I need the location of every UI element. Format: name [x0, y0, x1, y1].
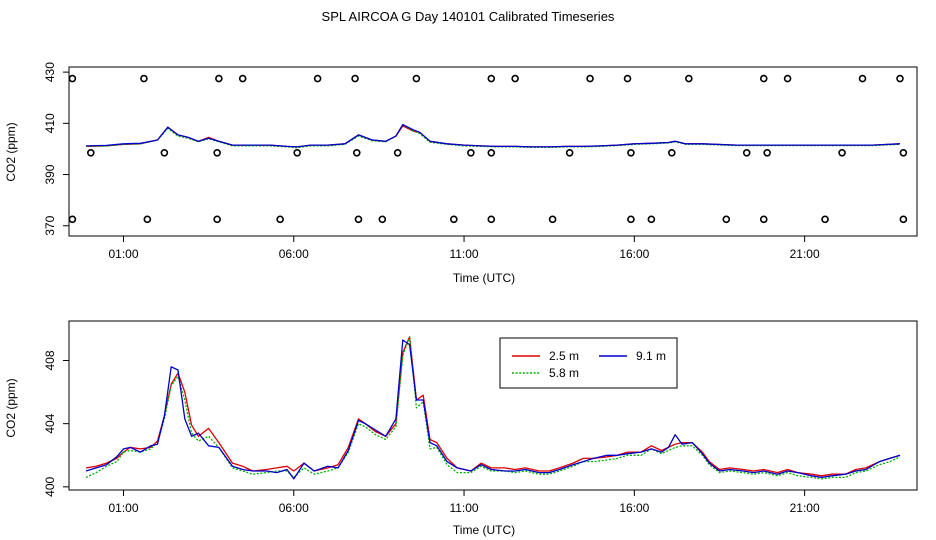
- panel-bottom-series: [85, 336, 901, 480]
- legend-box: [499, 337, 678, 389]
- panel-top-x-label: Time (UTC): [453, 271, 515, 285]
- data-point-circle: [467, 148, 475, 157]
- panel-bottom-x-label: Time (UTC): [453, 523, 515, 537]
- data-point-circle: [896, 74, 904, 83]
- series-line-5-8-m: [85, 336, 901, 480]
- data-point-circle: [213, 148, 221, 157]
- legend-label-5-8m: 5.8 m: [549, 366, 579, 380]
- data-point-circle: [685, 74, 693, 83]
- x-tick-label: 01:00: [108, 501, 138, 515]
- data-point-circle: [722, 215, 731, 224]
- data-point-circle: [899, 215, 908, 224]
- panel-top-x-axis: 01:00 06:00 11:00 16:00 21:00: [108, 236, 820, 261]
- x-tick-label: 06:00: [279, 247, 309, 261]
- data-point-circle: [450, 215, 458, 224]
- data-point-circle: [487, 215, 496, 224]
- data-point-circle: [565, 148, 574, 157]
- data-point-circle: [667, 148, 676, 157]
- data-point-circle: [276, 215, 284, 224]
- y-tick-label: 430: [43, 62, 57, 82]
- data-point-circle: [352, 148, 361, 157]
- series-line-2-5-m: [85, 336, 901, 477]
- data-point-circle: [627, 148, 635, 157]
- data-point-circle: [627, 215, 635, 224]
- panel-top-series: [85, 123, 901, 149]
- panel-top-frame: [68, 66, 918, 237]
- y-tick-label: 404: [43, 413, 57, 433]
- panel-top-y-label: CO2 (ppm): [4, 122, 18, 181]
- data-point-circle: [548, 215, 557, 224]
- y-tick-label: 408: [43, 350, 57, 370]
- data-point-circle: [586, 74, 594, 83]
- data-point-circle: [899, 148, 908, 157]
- x-tick-label: 16:00: [619, 501, 649, 515]
- data-point-circle: [68, 215, 77, 224]
- data-point-circle: [213, 215, 221, 224]
- data-point-circle: [351, 74, 359, 83]
- y-tick-label: 390: [43, 164, 57, 184]
- data-point-circle: [647, 215, 656, 224]
- panel-bottom-frame: [68, 320, 918, 491]
- panel-bottom: 01:00 06:00 11:00 16:00 21:00 400 404 408 Time…: [4, 320, 918, 537]
- data-point-circle: [215, 74, 223, 83]
- series-line-9-1-m: [85, 339, 901, 480]
- figure-title: SPL AIRCOA G Day 140101 Calibrated Times…: [321, 9, 615, 24]
- data-point-circle: [238, 74, 247, 83]
- legend: 2.5 m 5.8 m 9.1 m: [499, 337, 678, 389]
- data-point-circle: [143, 215, 152, 224]
- panel-bottom-y-axis: 400 404 408: [43, 350, 69, 497]
- legend-label-2-5m: 2.5 m: [549, 349, 579, 363]
- data-point-circle: [412, 74, 421, 83]
- panel-top-y-axis: 370 390 410 430: [43, 62, 69, 236]
- data-point-circle: [293, 148, 301, 157]
- data-point-circle: [140, 74, 148, 83]
- panel-top-markers: [68, 74, 908, 224]
- data-point-circle: [858, 74, 867, 83]
- data-point-circle: [393, 148, 402, 157]
- data-point-circle: [511, 74, 519, 83]
- panel-top: 01:00 06:00 11:00 16:00 21:00 370 390 410 430 T…: [4, 62, 918, 285]
- data-point-circle: [378, 215, 387, 224]
- x-tick-label: 11:00: [449, 501, 478, 515]
- x-tick-label: 16:00: [619, 247, 649, 261]
- y-tick-label: 400: [43, 477, 57, 497]
- x-tick-label: 06:00: [279, 501, 309, 515]
- data-point-circle: [821, 215, 829, 224]
- data-point-circle: [759, 215, 768, 224]
- y-tick-label: 410: [43, 113, 57, 133]
- data-point-circle: [160, 148, 169, 157]
- x-tick-label: 21:00: [790, 247, 820, 261]
- x-tick-label: 01:00: [108, 247, 138, 261]
- panel-bottom-y-label: CO2 (ppm): [4, 378, 18, 437]
- panel-bottom-x-axis: 01:00 06:00 11:00 16:00 21:00: [108, 490, 820, 515]
- data-point-circle: [763, 148, 771, 157]
- data-point-circle: [354, 215, 363, 224]
- data-point-circle: [838, 148, 846, 157]
- data-point-circle: [68, 74, 77, 83]
- series-line-9-1-m: [85, 123, 901, 148]
- data-point-circle: [86, 148, 95, 157]
- data-point-circle: [783, 74, 792, 83]
- data-point-circle: [742, 148, 751, 157]
- data-point-circle: [487, 148, 496, 157]
- legend-label-9-1m: 9.1 m: [636, 349, 666, 363]
- data-point-circle: [487, 74, 496, 83]
- x-tick-label: 11:00: [449, 247, 478, 261]
- x-tick-label: 21:00: [790, 501, 820, 515]
- data-point-circle: [623, 74, 632, 83]
- series-line-2-5-m: [85, 125, 901, 148]
- data-point-circle: [313, 74, 322, 83]
- data-point-circle: [759, 74, 768, 83]
- series-line-5-8-m: [85, 123, 901, 149]
- y-tick-label: 370: [43, 215, 57, 235]
